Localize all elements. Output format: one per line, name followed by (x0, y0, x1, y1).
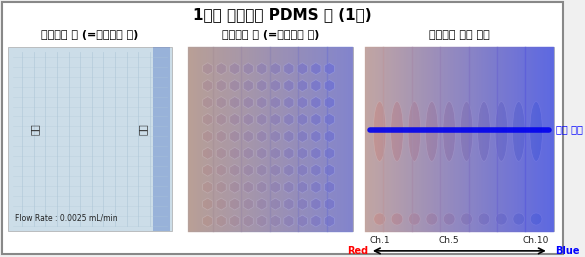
Ellipse shape (425, 102, 438, 161)
Circle shape (461, 213, 472, 225)
Bar (8, 47, 172, 231)
Text: Blue: Blue (555, 246, 580, 256)
Circle shape (426, 213, 438, 225)
Circle shape (531, 213, 542, 225)
Ellipse shape (478, 102, 490, 161)
Ellipse shape (512, 102, 525, 161)
Ellipse shape (373, 102, 386, 161)
Circle shape (513, 213, 525, 225)
Ellipse shape (443, 102, 456, 161)
Text: Red: Red (347, 246, 368, 256)
Text: Flow Rate : 0.0025 mL/min: Flow Rate : 0.0025 mL/min (15, 214, 118, 223)
Text: 입구: 입구 (30, 123, 40, 135)
Circle shape (478, 213, 490, 225)
Bar (188, 47, 353, 231)
Circle shape (443, 213, 455, 225)
Text: 분석 영역: 분석 영역 (556, 125, 583, 135)
Ellipse shape (460, 102, 473, 161)
Text: Ch.1: Ch.1 (369, 236, 390, 245)
Ellipse shape (408, 102, 421, 161)
Text: 시료주입 전 (=농도구배 전): 시료주입 전 (=농도구배 전) (41, 30, 139, 40)
Text: Ch.10: Ch.10 (523, 236, 549, 245)
Circle shape (391, 213, 403, 225)
Text: 시료주입 후 (=농도구배 후): 시료주입 후 (=농도구배 후) (222, 30, 319, 40)
Ellipse shape (530, 102, 542, 161)
Circle shape (408, 213, 420, 225)
Circle shape (495, 213, 507, 225)
Text: 농도구배 결과 사진: 농도구배 결과 사진 (429, 30, 490, 40)
Text: 1차원 농도구배 PDMS 칩 (1차): 1차원 농도구배 PDMS 칩 (1차) (192, 7, 371, 22)
Text: 챔버: 챔버 (138, 123, 148, 135)
Ellipse shape (391, 102, 403, 161)
Bar (365, 47, 553, 231)
Text: Ch.5: Ch.5 (439, 236, 459, 245)
Circle shape (374, 213, 386, 225)
FancyBboxPatch shape (2, 2, 563, 254)
Bar (153, 47, 170, 231)
Ellipse shape (495, 102, 508, 161)
